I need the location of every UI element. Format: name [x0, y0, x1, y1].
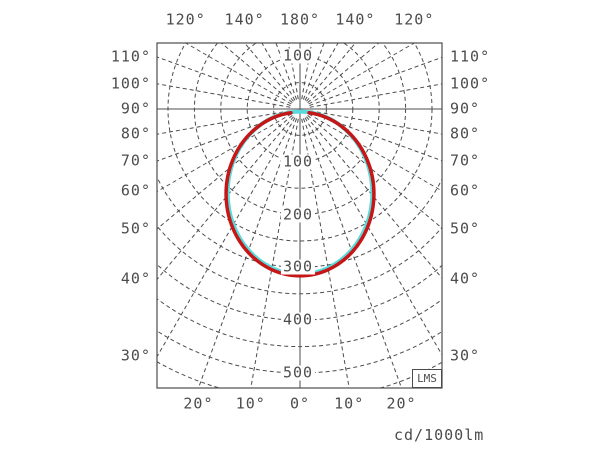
angle-label-right: 90°: [450, 99, 481, 118]
angle-label-right: 50°: [450, 219, 481, 238]
angle-label-left: 100°: [110, 74, 151, 93]
angle-label-left: 60°: [120, 181, 151, 200]
angle-label-left: 70°: [120, 151, 151, 170]
angle-label-left: 50°: [120, 219, 151, 238]
angle-label-right: 40°: [450, 269, 481, 288]
angle-label-bottom: 10°: [334, 394, 365, 413]
angle-label-left: 40°: [120, 269, 151, 288]
ring-value-label: 300: [280, 257, 316, 276]
angle-label-left: 110°: [110, 47, 151, 66]
angle-label-right: 30°: [450, 346, 481, 365]
unit-label: cd/1000lm: [394, 426, 485, 444]
ring-value-label: 200: [280, 205, 316, 224]
angle-label-left: 90°: [120, 99, 151, 118]
angle-label-right: 100°: [450, 74, 491, 93]
angle-label-bottom: 20°: [386, 394, 417, 413]
angle-label-top: 120°: [394, 10, 435, 29]
angle-label-right: 60°: [450, 181, 481, 200]
angle-label-bottom: 20°: [183, 394, 214, 413]
ring-value-label: 400: [280, 310, 316, 329]
angle-label-left: 80°: [120, 124, 151, 143]
ring-value-label: 100: [280, 46, 316, 65]
angle-label-top: 140°: [335, 10, 376, 29]
angle-label-left: 30°: [120, 346, 151, 365]
angle-label-top: 140°: [224, 10, 265, 29]
lms-watermark-badge: LMS: [412, 369, 442, 388]
angle-label-bottom: 0°: [289, 394, 311, 413]
ring-value-label: 100: [280, 152, 316, 171]
angle-label-right: 80°: [450, 124, 481, 143]
angle-label-top: 120°: [165, 10, 206, 29]
angle-label-right: 110°: [450, 47, 491, 66]
ring-value-label: 500: [280, 363, 316, 382]
angle-label-right: 70°: [450, 151, 481, 170]
angle-label-bottom: 10°: [235, 394, 266, 413]
angle-label-top: 180°: [279, 10, 321, 29]
